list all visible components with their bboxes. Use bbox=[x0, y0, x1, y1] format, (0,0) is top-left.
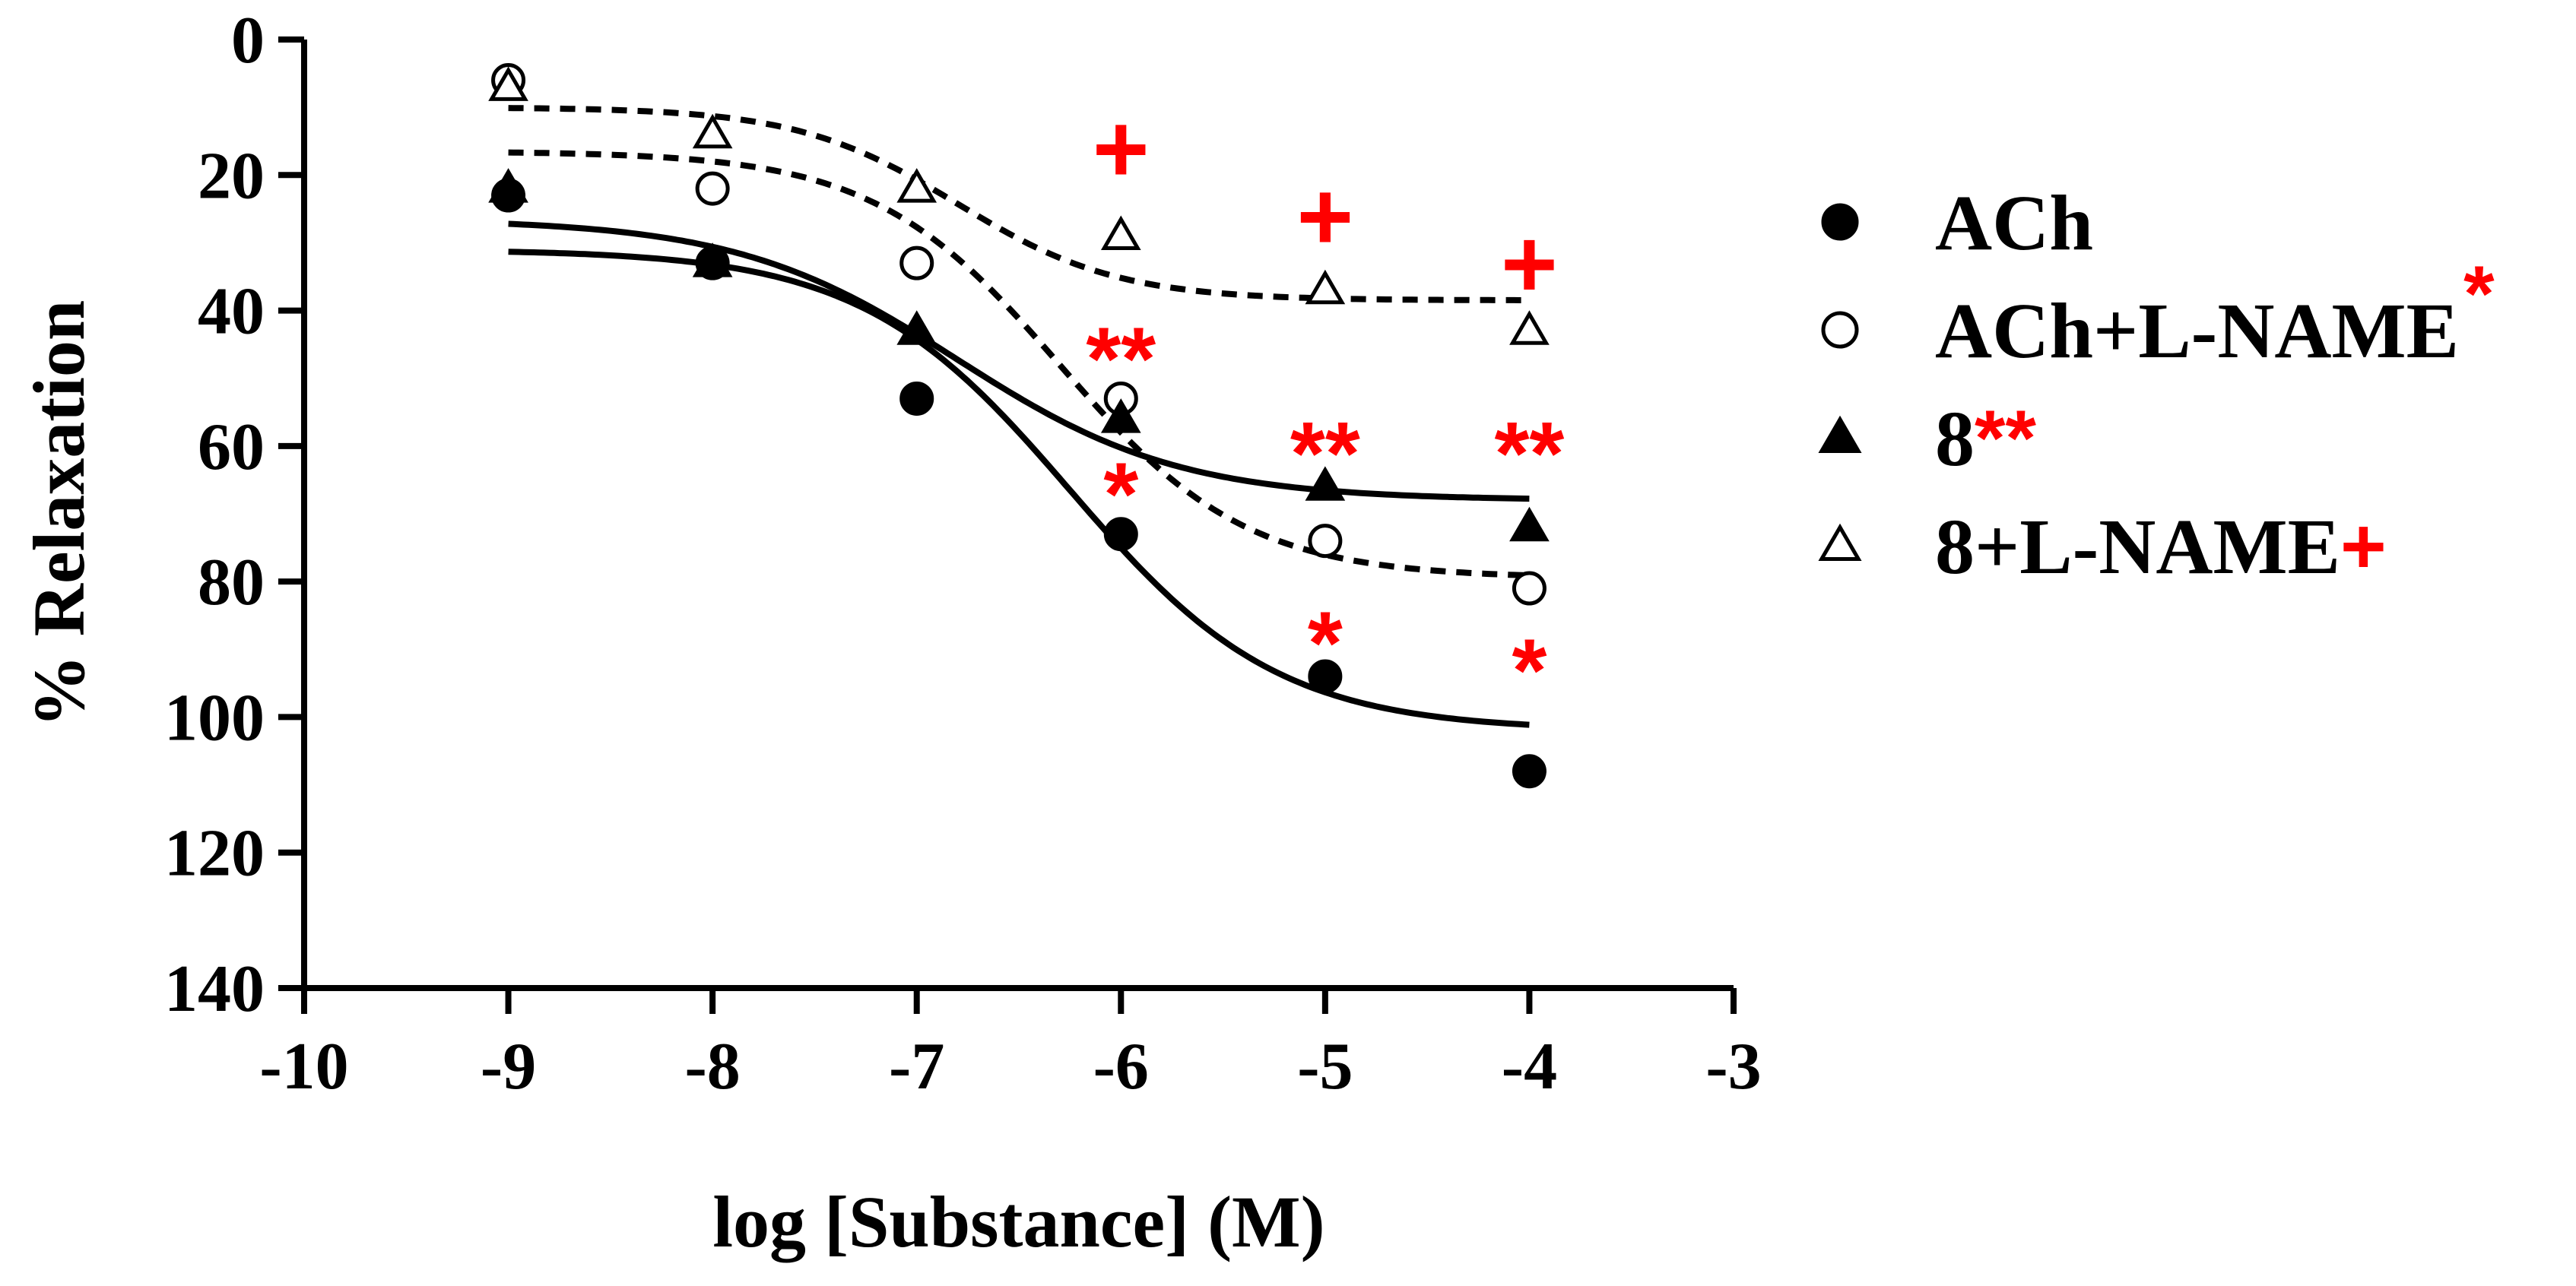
x-tick-label: -8 bbox=[684, 1030, 740, 1104]
y-tick-label: 40 bbox=[198, 275, 265, 349]
data-point bbox=[695, 171, 730, 206]
data-point bbox=[1512, 754, 1547, 789]
x-tick-label: -10 bbox=[259, 1030, 348, 1104]
x-axis-title: log [Substance] (M) bbox=[712, 1181, 1324, 1262]
significance-mark: * bbox=[1308, 594, 1343, 694]
legend-item: 8** bbox=[1818, 394, 2036, 483]
y-tick-label: 60 bbox=[198, 410, 265, 484]
legend-item: 8+L-NAME+ bbox=[1818, 502, 2387, 591]
y-tick-label: 20 bbox=[198, 139, 265, 213]
legend-marker bbox=[1818, 523, 1862, 562]
legend-marker bbox=[1818, 415, 1862, 454]
legend-series-name: 8 bbox=[1935, 395, 1975, 483]
legend-label: 8+L-NAME+ bbox=[1935, 502, 2387, 591]
significance-mark: + bbox=[1296, 163, 1353, 271]
y-tick-label: 80 bbox=[198, 546, 265, 619]
data-point bbox=[1100, 398, 1141, 433]
significance-mark: ** bbox=[1290, 404, 1360, 504]
data-point bbox=[692, 242, 733, 277]
data-point bbox=[1512, 571, 1547, 606]
legend-marker bbox=[1821, 203, 1859, 241]
data-point bbox=[488, 168, 528, 203]
significance-mark: * bbox=[1512, 620, 1547, 721]
legend-label: ACh bbox=[1935, 179, 2093, 267]
y-tick-label: 0 bbox=[231, 4, 265, 78]
fit-curve bbox=[508, 149, 1530, 578]
x-tick-label: -4 bbox=[1502, 1030, 1557, 1104]
fit-curve bbox=[508, 249, 1530, 728]
data-point bbox=[1305, 269, 1346, 305]
legend-series-name: ACh bbox=[1935, 179, 2093, 267]
y-axis-title: % Relaxation bbox=[18, 300, 100, 728]
data-point bbox=[899, 245, 934, 280]
significance-annotations: ++ +**** **** * bbox=[1086, 94, 1564, 721]
legend-significance-mark: ** bbox=[1975, 394, 2036, 483]
data-point bbox=[1509, 506, 1550, 542]
data-markers bbox=[488, 62, 1550, 789]
data-point bbox=[1305, 466, 1346, 501]
data-point bbox=[488, 66, 528, 101]
x-tick-label: -7 bbox=[889, 1030, 944, 1104]
axes: 0 20 40 60 80 100 120 140-10 -9 -8 -7 -6 -5 -4 -3 log [… bbox=[18, 4, 1762, 1262]
legend-item: ACh bbox=[1821, 179, 2093, 267]
legend-significance-mark: + bbox=[2340, 502, 2387, 591]
significance-mark: + bbox=[1093, 94, 1150, 203]
x-tick-label: -5 bbox=[1297, 1030, 1353, 1104]
legend-series-name: 8+L-NAME bbox=[1935, 503, 2340, 591]
legend-label: ACh+L-NAME* bbox=[1935, 250, 2495, 375]
fit-curve bbox=[508, 220, 1530, 502]
fit-curve bbox=[508, 105, 1530, 303]
data-point bbox=[896, 310, 937, 345]
legend-significance-mark: * bbox=[2463, 250, 2495, 338]
data-point bbox=[1308, 524, 1343, 559]
data-point bbox=[1100, 215, 1141, 250]
y-tick-label: 120 bbox=[164, 817, 265, 891]
data-point bbox=[896, 168, 937, 203]
legend-series-name: ACh+L-NAME bbox=[1935, 287, 2459, 375]
legend-item: ACh+L-NAME* bbox=[1821, 250, 2495, 375]
significance-mark: ** bbox=[1086, 309, 1156, 409]
legend-label: 8** bbox=[1935, 394, 2036, 483]
data-point bbox=[899, 381, 934, 416]
data-point bbox=[1509, 310, 1550, 345]
y-tick-label: 100 bbox=[164, 681, 265, 755]
data-point bbox=[1308, 659, 1343, 694]
data-point bbox=[692, 113, 733, 149]
significance-mark: + bbox=[1501, 210, 1558, 318]
data-point bbox=[1103, 517, 1138, 552]
legend-marker bbox=[1821, 311, 1859, 349]
fit-curves bbox=[508, 105, 1530, 728]
y-tick-label: 140 bbox=[164, 952, 265, 1026]
significance-mark: ** bbox=[1495, 404, 1565, 504]
x-tick-label: -9 bbox=[481, 1030, 536, 1104]
significance-mark: * bbox=[1103, 445, 1138, 545]
x-tick-label: -3 bbox=[1705, 1030, 1761, 1104]
x-tick-label: -6 bbox=[1093, 1030, 1149, 1104]
